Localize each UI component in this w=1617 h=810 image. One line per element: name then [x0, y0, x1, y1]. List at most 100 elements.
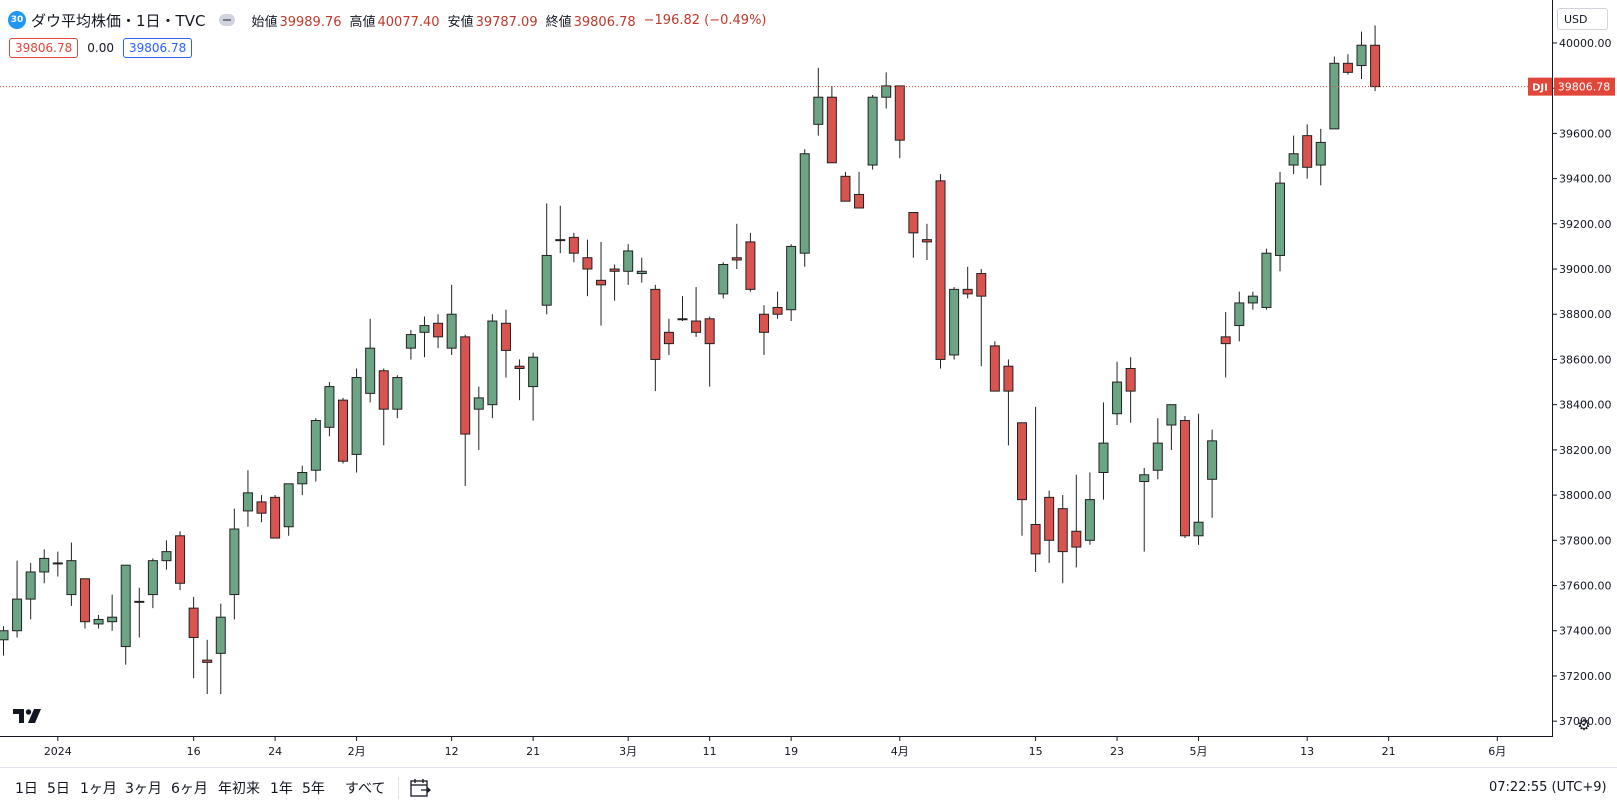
- candle[interactable]: [1370, 25, 1381, 92]
- candle[interactable]: [949, 287, 960, 360]
- candle[interactable]: [1166, 404, 1177, 450]
- candle[interactable]: [52, 551, 63, 577]
- candle[interactable]: [188, 596, 199, 679]
- candle[interactable]: [0, 626, 9, 656]
- candle[interactable]: [229, 508, 240, 620]
- candle[interactable]: [609, 264, 620, 301]
- candle[interactable]: [677, 296, 688, 322]
- candle[interactable]: [283, 483, 294, 536]
- candle[interactable]: [324, 382, 335, 437]
- candle[interactable]: [1044, 490, 1055, 563]
- symbol-badge[interactable]: 30: [8, 11, 26, 29]
- candle[interactable]: [1220, 311, 1231, 378]
- legend-collapse-icon[interactable]: [219, 14, 236, 26]
- calendar-icon[interactable]: [409, 778, 431, 798]
- candle[interactable]: [1057, 495, 1068, 584]
- candle[interactable]: [650, 284, 661, 392]
- candle[interactable]: [1247, 291, 1258, 310]
- candle[interactable]: [147, 558, 158, 609]
- candle[interactable]: [813, 67, 824, 136]
- candle[interactable]: [120, 564, 131, 665]
- candle[interactable]: [161, 540, 172, 570]
- candle[interactable]: [514, 359, 525, 401]
- clock-timezone[interactable]: 07:22:55 (UTC+9): [1489, 780, 1607, 795]
- candle[interactable]: [351, 368, 362, 473]
- candle[interactable]: [1302, 124, 1313, 179]
- range-button-6m[interactable]: 6ヶ月: [171, 781, 208, 797]
- range-button-all[interactable]: すべて: [345, 781, 386, 797]
- gear-icon[interactable]: ⚙: [1577, 716, 1591, 734]
- candle[interactable]: [935, 174, 946, 369]
- price-axis[interactable]: 37000.00 37200.00 37400.00 37600.00 37800.00…: [1553, 0, 1617, 737]
- range-button-1d[interactable]: 1日: [15, 781, 38, 797]
- candle[interactable]: [691, 287, 702, 337]
- candle[interactable]: [25, 562, 36, 620]
- candle[interactable]: [202, 639, 213, 695]
- range-button-5y[interactable]: 5年: [302, 781, 325, 797]
- candle[interactable]: [718, 262, 729, 299]
- candle[interactable]: [758, 305, 769, 355]
- candle[interactable]: [1261, 248, 1272, 310]
- candle[interactable]: [1329, 56, 1340, 130]
- candle[interactable]: [1098, 402, 1109, 500]
- currency-select[interactable]: USD: [1557, 8, 1608, 30]
- candle[interactable]: [1003, 359, 1014, 446]
- candle[interactable]: [405, 330, 416, 360]
- range-button-1m[interactable]: 1ヶ月: [80, 781, 117, 797]
- candle[interactable]: [270, 495, 281, 539]
- symbol-title[interactable]: ダウ平均株価・1日・TVC: [31, 11, 206, 30]
- candle[interactable]: [541, 203, 552, 315]
- candle[interactable]: [1017, 422, 1027, 536]
- candle[interactable]: [568, 232, 579, 263]
- candle[interactable]: [772, 291, 783, 319]
- candle[interactable]: [1112, 361, 1123, 426]
- candle[interactable]: [39, 549, 50, 584]
- candle[interactable]: [365, 318, 376, 403]
- time-axis[interactable]: 2024 16 24 2月 12 21 3月 11 19 4月 15 23 5月 13 21 6月: [0, 737, 1553, 765]
- candle[interactable]: [704, 316, 715, 387]
- candle[interactable]: [1356, 31, 1367, 80]
- candle[interactable]: [908, 212, 919, 258]
- candle[interactable]: [582, 239, 593, 297]
- candle[interactable]: [500, 309, 511, 378]
- candle[interactable]: [989, 341, 1000, 392]
- candle[interactable]: [1275, 171, 1286, 272]
- candle[interactable]: [1152, 418, 1163, 480]
- candle[interactable]: [79, 578, 90, 629]
- candlestick-chart[interactable]: DJI: [0, 0, 1553, 737]
- candle[interactable]: [1084, 472, 1095, 545]
- candle[interactable]: [1288, 135, 1299, 175]
- candle[interactable]: [433, 314, 444, 349]
- candle[interactable]: [1207, 429, 1218, 518]
- candle[interactable]: [663, 318, 674, 355]
- candle[interactable]: [460, 334, 471, 487]
- candle[interactable]: [487, 314, 498, 419]
- candle[interactable]: [962, 266, 973, 299]
- candle[interactable]: [854, 171, 865, 209]
- candle[interactable]: [134, 587, 145, 638]
- candle[interactable]: [1125, 357, 1136, 423]
- tradingview-logo-icon[interactable]: [13, 708, 43, 724]
- candle[interactable]: [215, 603, 226, 695]
- candle[interactable]: [256, 495, 267, 523]
- candle[interactable]: [473, 386, 484, 450]
- candle[interactable]: [66, 542, 77, 606]
- candle[interactable]: [392, 375, 403, 419]
- candle[interactable]: [242, 470, 253, 527]
- candle[interactable]: [378, 368, 389, 446]
- candle[interactable]: [1342, 54, 1353, 75]
- range-button-ytd[interactable]: 年初来: [218, 781, 260, 797]
- candle[interactable]: [786, 244, 797, 322]
- candle[interactable]: [867, 94, 878, 170]
- candle[interactable]: [636, 257, 647, 283]
- candle[interactable]: [881, 72, 892, 109]
- candle[interactable]: [419, 316, 430, 358]
- candle[interactable]: [446, 284, 457, 355]
- candle[interactable]: [297, 465, 308, 496]
- candle[interactable]: [596, 241, 607, 326]
- candle[interactable]: [338, 397, 348, 464]
- candle[interactable]: [107, 594, 118, 631]
- candle[interactable]: [12, 560, 23, 638]
- candle[interactable]: [175, 531, 186, 591]
- candle[interactable]: [826, 85, 837, 164]
